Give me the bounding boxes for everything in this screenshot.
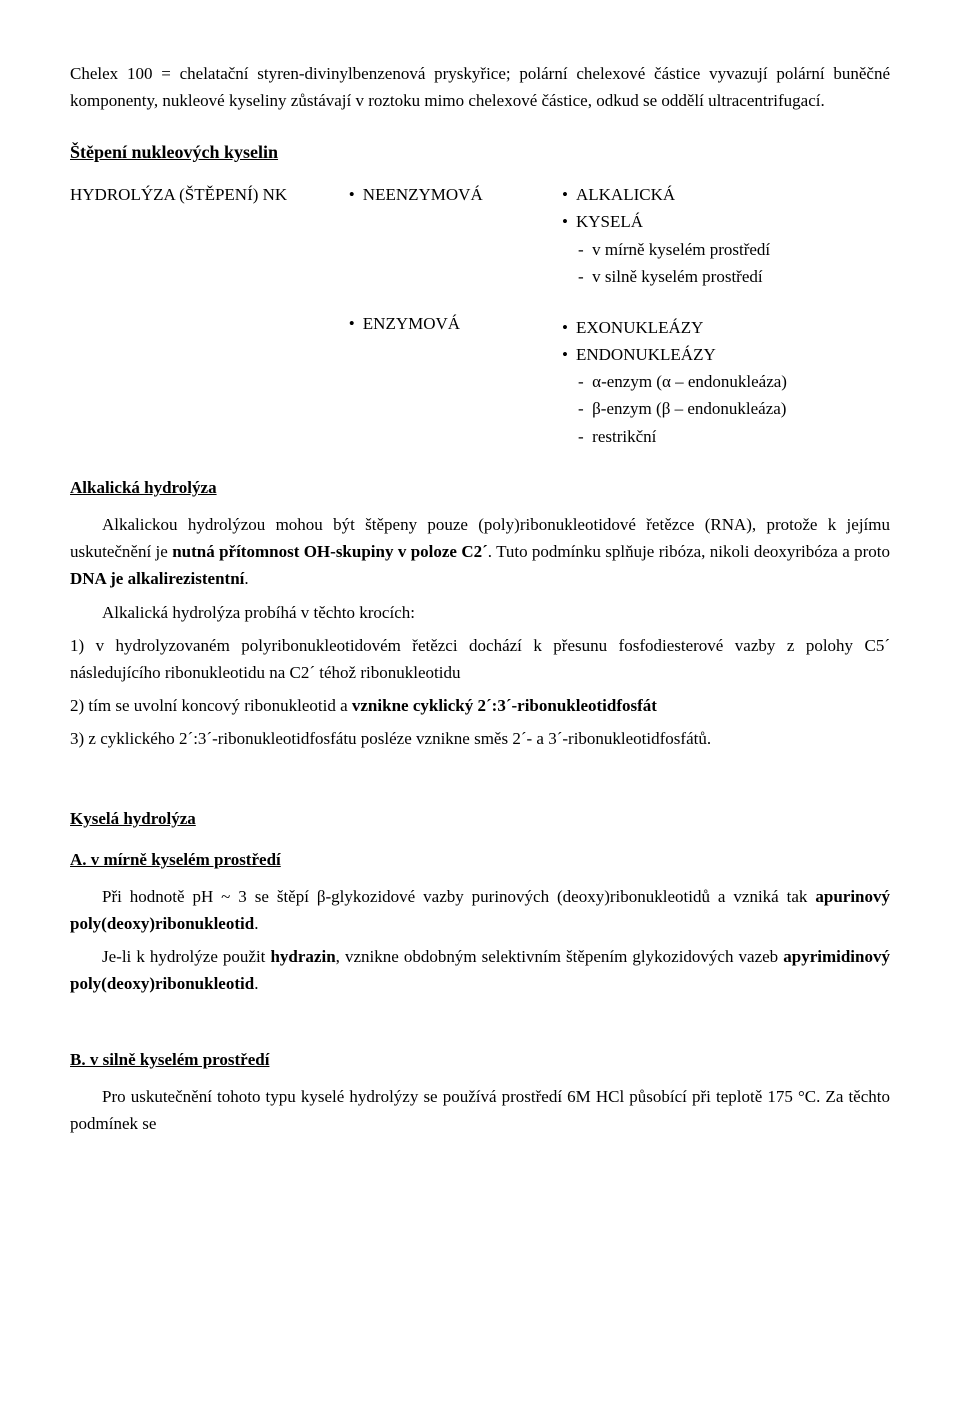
col-c-r2-d2: - β-enzym (β – endonukleáza) bbox=[562, 395, 890, 422]
col-c-r1-d2: - v silně kyselém prostředí bbox=[562, 263, 890, 290]
col-c-r1-b1: • ALKALICKÁ bbox=[562, 181, 890, 208]
table-col-b: • NEENZYMOVÁ • ENZYMOVÁ bbox=[349, 181, 562, 450]
col-b-row1-text: NEENZYMOVÁ bbox=[363, 181, 483, 208]
alk-p2: Alkalická hydrolýza probíhá v těchto kro… bbox=[70, 599, 890, 626]
col-b-row2-text: ENZYMOVÁ bbox=[363, 310, 460, 337]
col-c-r2-d3: - restrikční bbox=[562, 423, 890, 450]
col-c-r2-b2-text: ENDONUKLEÁZY bbox=[576, 341, 716, 368]
bullet-dot: • bbox=[349, 310, 363, 337]
table-col-c: • ALKALICKÁ • KYSELÁ - v mírně kyselém p… bbox=[562, 181, 890, 450]
col-a-row1: HYDROLÝZA (ŠTĚPENÍ) NK bbox=[70, 181, 341, 208]
bullet-dot: • bbox=[562, 181, 576, 208]
col-c-r2-b1: • EXONUKLEÁZY bbox=[562, 314, 890, 341]
kys-b-p1: Pro uskutečnění tohoto typu kyselé hydro… bbox=[70, 1083, 890, 1137]
table-col-a: HYDROLÝZA (ŠTĚPENÍ) NK bbox=[70, 181, 349, 450]
bullet-dot: • bbox=[562, 341, 576, 368]
kys-a-p1: Při hodnotě pH ~ 3 se štěpí β-glykozidov… bbox=[70, 883, 890, 937]
col-c-r1-d1: - v mírně kyselém prostředí bbox=[562, 236, 890, 263]
col-b-row1: • NEENZYMOVÁ bbox=[349, 181, 554, 208]
alk-l2: 2) tím se uvolní koncový ribonukleotid a… bbox=[70, 692, 890, 719]
alk-l3: 3) z cyklického 2´:3´-ribonukleotidfosfá… bbox=[70, 725, 890, 752]
alk-l1: 1) v hydrolyzovaném polyribonukleotidové… bbox=[70, 632, 890, 686]
col-c-r1-b1-text: ALKALICKÁ bbox=[576, 181, 675, 208]
heading-alkalicka: Alkalická hydrolýza bbox=[70, 474, 890, 501]
hydrolysis-table: HYDROLÝZA (ŠTĚPENÍ) NK • NEENZYMOVÁ • EN… bbox=[70, 181, 890, 450]
col-b-row2: • ENZYMOVÁ bbox=[349, 310, 554, 337]
bullet-dot: • bbox=[562, 314, 576, 341]
heading-kys-b: B. v silně kyselém prostředí bbox=[70, 1046, 890, 1073]
col-c-r1-b2-text: KYSELÁ bbox=[576, 208, 643, 235]
col-c-r2-d1: - α-enzym (α – endonukleáza) bbox=[562, 368, 890, 395]
section-title-stepeni: Štěpení nukleových kyselin bbox=[70, 138, 890, 167]
alk-p1: Alkalickou hydrolýzou mohou být štěpeny … bbox=[70, 511, 890, 593]
heading-kys-a: A. v mírně kyselém prostředí bbox=[70, 846, 890, 873]
bullet-dot: • bbox=[349, 181, 363, 208]
col-c-r1-b2: • KYSELÁ bbox=[562, 208, 890, 235]
col-c-r2-b1-text: EXONUKLEÁZY bbox=[576, 314, 703, 341]
bullet-dot: • bbox=[562, 208, 576, 235]
heading-kysela: Kyselá hydrolýza bbox=[70, 805, 890, 832]
col-c-r2-b2: • ENDONUKLEÁZY bbox=[562, 341, 890, 368]
kys-a-p2: Je-li k hydrolýze použit hydrazin, vznik… bbox=[70, 943, 890, 997]
intro-paragraph: Chelex 100 = chelatační styren-divinylbe… bbox=[70, 60, 890, 114]
